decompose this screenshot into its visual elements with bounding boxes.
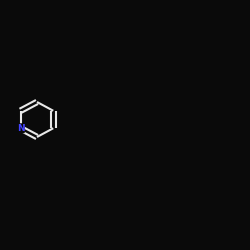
Text: N: N — [17, 124, 24, 133]
